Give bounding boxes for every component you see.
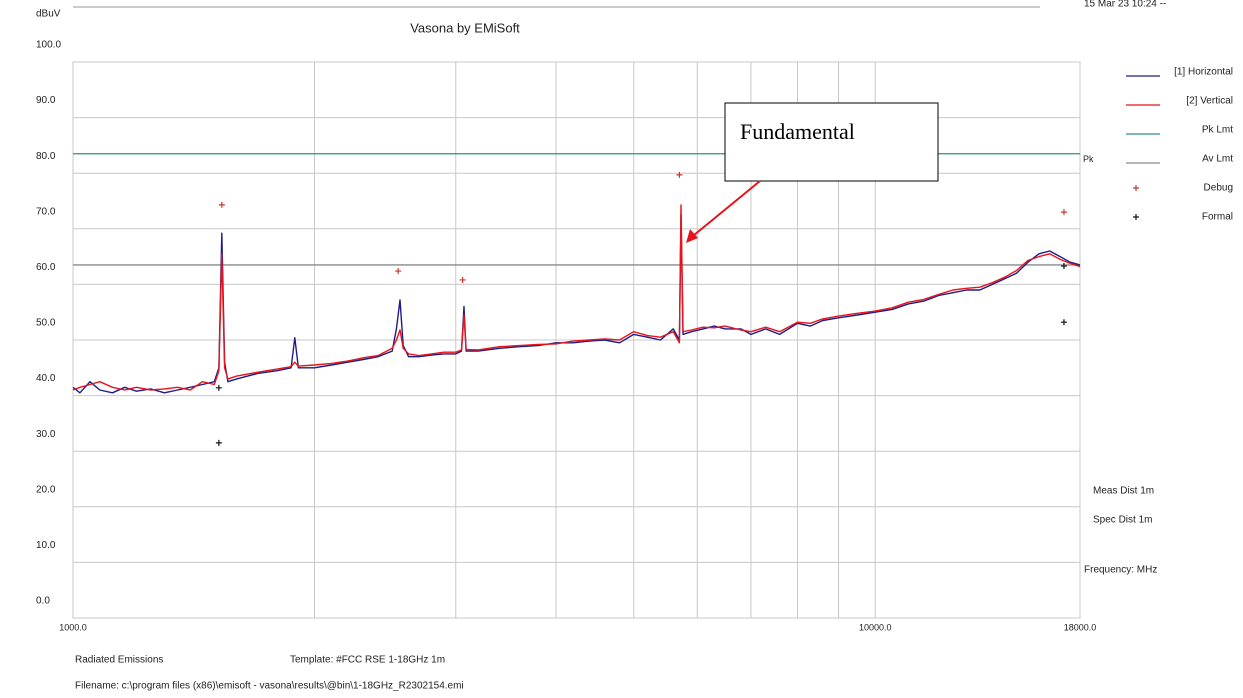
marker bbox=[215, 439, 222, 446]
legend-label: Debug bbox=[1204, 183, 1233, 194]
legend-label: [1] Horizontal bbox=[1174, 67, 1233, 78]
footer-template: Template: #FCC RSE 1-18GHz 1m bbox=[290, 655, 445, 666]
x-tick-label: 18000.0 bbox=[1064, 622, 1097, 632]
marker bbox=[676, 171, 683, 178]
y-tick-label: 80.0 bbox=[36, 151, 56, 162]
legend-swatch bbox=[1133, 214, 1139, 220]
legend-swatch bbox=[1133, 185, 1139, 191]
y-axis-label: dBuV bbox=[36, 9, 61, 20]
y-tick-label: 40.0 bbox=[36, 373, 56, 384]
legend-label: Pk Lmt bbox=[1202, 125, 1233, 136]
footer-filename: Filename: c:\program files (x86)\emisoft… bbox=[75, 681, 464, 692]
side-note: Spec Dist 1m bbox=[1093, 515, 1152, 526]
annotation-box bbox=[724, 102, 939, 182]
footer-test: Radiated Emissions bbox=[75, 655, 163, 666]
annotation-arrow bbox=[687, 180, 761, 241]
y-tick-label: 90.0 bbox=[36, 95, 56, 106]
chart-title: Vasona by EMiSoft bbox=[410, 20, 520, 35]
legend-label: Av Lmt bbox=[1202, 154, 1233, 165]
limit-label: Pk bbox=[1083, 154, 1094, 164]
trace bbox=[72, 204, 1081, 391]
marker bbox=[1060, 263, 1067, 270]
marker bbox=[395, 268, 402, 275]
y-tick-label: 100.0 bbox=[36, 40, 61, 51]
y-tick-label: 70.0 bbox=[36, 206, 56, 217]
y-tick-label: 10.0 bbox=[36, 540, 56, 551]
marker bbox=[459, 276, 466, 283]
side-note: Meas Dist 1m bbox=[1093, 486, 1154, 497]
x-tick-label: 10000.0 bbox=[859, 622, 892, 632]
annotation: Fundamental bbox=[686, 102, 939, 243]
y-tick-label: 50.0 bbox=[36, 318, 56, 329]
y-tick-label: 60.0 bbox=[36, 262, 56, 273]
side-note: Frequency: MHz bbox=[1084, 565, 1157, 576]
x-tick-label: 1000.0 bbox=[59, 622, 87, 632]
y-tick-label: 30.0 bbox=[36, 429, 56, 440]
annotation-text: Fundamental bbox=[740, 119, 855, 144]
y-tick-label: 0.0 bbox=[36, 596, 50, 607]
marker bbox=[218, 201, 225, 208]
marker bbox=[1060, 319, 1067, 326]
legend-label: [2] Vertical bbox=[1186, 96, 1233, 107]
y-tick-label: 20.0 bbox=[36, 484, 56, 495]
legend-label: Formal bbox=[1202, 212, 1233, 223]
timestamp: 15 Mar 23 10:24 -- bbox=[1084, 0, 1166, 10]
arrow-head bbox=[686, 229, 698, 243]
marker bbox=[215, 384, 222, 391]
marker bbox=[1060, 209, 1067, 216]
